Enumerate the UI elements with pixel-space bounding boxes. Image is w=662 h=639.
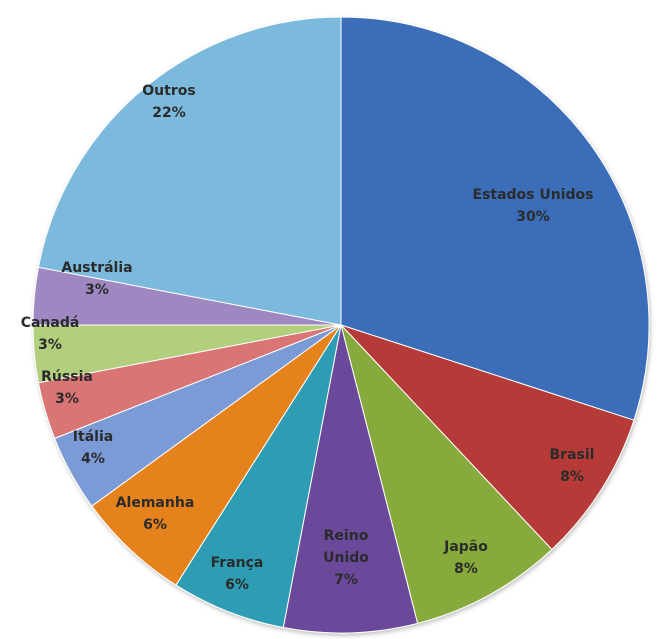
slice-name: Estados Unidos xyxy=(473,187,594,203)
slice-percent: 22% xyxy=(152,105,186,121)
slice-name: Unido xyxy=(323,550,369,566)
pie-slice-estados-unidos xyxy=(340,16,650,421)
slice-percent: 7% xyxy=(334,572,358,588)
slice-percent: 4% xyxy=(81,451,105,467)
slice-name: Outros xyxy=(142,83,195,99)
slice-label-canada: Canadá 3% xyxy=(21,315,80,353)
slice-name: Reino xyxy=(324,528,369,544)
slice-name: França xyxy=(211,555,264,571)
slice-name: Japão xyxy=(443,539,488,555)
slice-percent: 8% xyxy=(454,561,478,577)
slice-label-italia: Itália 4% xyxy=(73,429,113,467)
slice-label-japao: Japão 8% xyxy=(443,539,488,577)
pie-slice-outros xyxy=(37,16,342,326)
slice-name: Itália xyxy=(73,429,113,445)
slice-label-australia: Austrália 3% xyxy=(61,260,132,298)
slice-percent: 6% xyxy=(143,517,167,533)
slice-percent: 30% xyxy=(516,209,550,225)
slice-percent: 3% xyxy=(55,391,79,407)
slice-name: Canadá xyxy=(21,315,80,331)
pie-slice-brasil xyxy=(340,324,635,551)
slice-label-estados-unidos: Estados Unidos 30% xyxy=(473,187,594,225)
slice-percent: 6% xyxy=(225,577,249,593)
pie-slice-japao xyxy=(340,324,553,624)
slice-percent: 3% xyxy=(38,337,62,353)
pie-slice-reino-unido xyxy=(282,324,419,634)
slice-label-outros: Outros 22% xyxy=(142,83,195,121)
slice-name: Brasil xyxy=(550,447,595,463)
slice-percent: 3% xyxy=(85,282,109,298)
slice-label-russia: Rússia 3% xyxy=(41,369,93,407)
slice-percent: 8% xyxy=(560,469,584,485)
slice-name: Alemanha xyxy=(116,495,195,511)
slice-label-franca: França 6% xyxy=(211,555,264,593)
slice-label-alemanha: Alemanha 6% xyxy=(116,495,195,533)
slice-name: Rússia xyxy=(41,369,93,385)
slice-label-brasil: Brasil 8% xyxy=(550,447,595,485)
slice-label-reino-unido: Reino Unido 7% xyxy=(323,528,369,588)
slice-name: Austrália xyxy=(61,260,132,276)
